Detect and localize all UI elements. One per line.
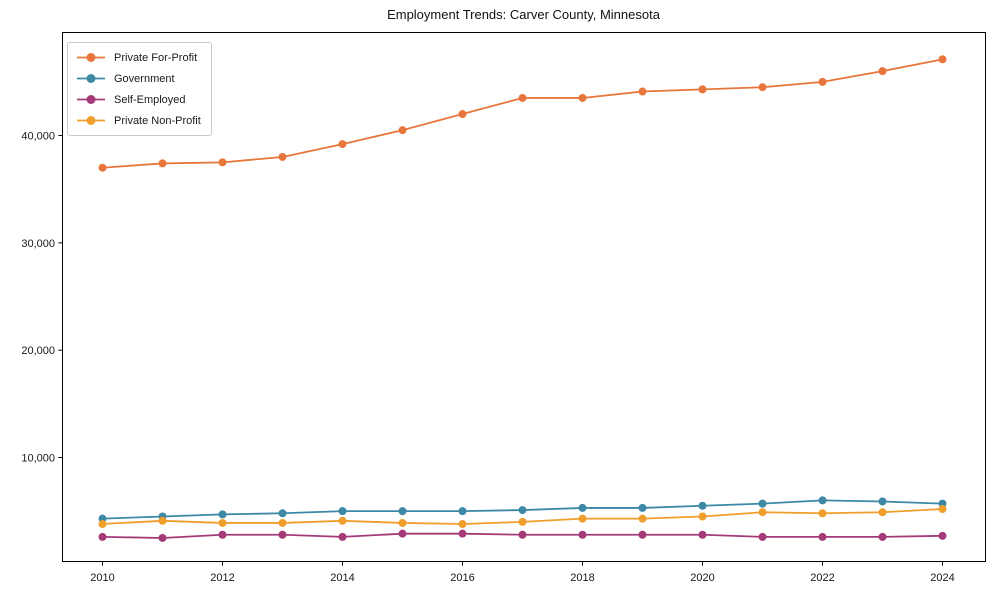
legend-item-private-non-profit: Private Non-Profit xyxy=(76,110,201,131)
data-point xyxy=(518,506,527,515)
data-point xyxy=(518,530,527,539)
legend-item-private-for-profit: Private For-Profit xyxy=(76,47,201,68)
data-point xyxy=(878,497,887,506)
y-tick-label: 30,000 xyxy=(21,238,55,250)
data-point xyxy=(818,532,827,541)
y-axis: 10,000 20,000 30,000 40,000 xyxy=(21,131,63,464)
data-point xyxy=(458,507,467,516)
x-tick-label: 2010 xyxy=(90,572,114,584)
data-point xyxy=(638,503,647,512)
data-point xyxy=(338,532,347,541)
data-point xyxy=(158,516,167,525)
data-point xyxy=(338,507,347,516)
legend-line-marker-icon xyxy=(77,74,105,83)
y-tick-label: 10,000 xyxy=(21,452,55,464)
data-point xyxy=(578,503,587,512)
legend-label: Private For-Profit xyxy=(114,51,198,64)
data-point xyxy=(278,509,287,518)
x-tick-label: 2012 xyxy=(210,572,234,584)
legend-item-self-employed: Self-Employed xyxy=(76,89,201,110)
series-government xyxy=(98,496,947,523)
legend-item-government: Government xyxy=(76,68,201,89)
data-point xyxy=(638,530,647,539)
data-point xyxy=(98,163,107,172)
x-tick-label: 2016 xyxy=(450,572,474,584)
y-tick-label: 20,000 xyxy=(21,345,55,357)
series-self-employed xyxy=(98,529,947,542)
data-point xyxy=(218,530,227,539)
data-point xyxy=(218,158,227,167)
plot-border xyxy=(62,32,986,562)
data-point xyxy=(698,501,707,510)
x-tick-label: 2014 xyxy=(330,572,354,584)
data-point xyxy=(458,110,467,119)
series-private-for-profit xyxy=(98,55,947,172)
x-axis: 2010 2012 2014 2016 2018 2020 2022 2024 xyxy=(90,561,955,584)
x-tick-label: 2022 xyxy=(810,572,834,584)
data-point xyxy=(698,530,707,539)
data-point xyxy=(698,85,707,94)
y-tick-label: 40,000 xyxy=(21,131,55,143)
data-point xyxy=(938,55,947,64)
x-tick-label: 2024 xyxy=(930,572,954,584)
series-line xyxy=(102,58,943,169)
data-point xyxy=(518,517,527,526)
data-point xyxy=(878,67,887,76)
x-tick-label: 2020 xyxy=(690,572,714,584)
data-point xyxy=(278,518,287,527)
data-point xyxy=(758,83,767,92)
data-point xyxy=(878,508,887,517)
data-point xyxy=(398,518,407,527)
data-point xyxy=(458,529,467,538)
data-point xyxy=(938,504,947,513)
data-point xyxy=(818,77,827,86)
data-point xyxy=(578,93,587,102)
legend-label: Government xyxy=(114,72,175,85)
data-point xyxy=(338,516,347,525)
chart-title: Employment Trends: Carver County, Minnes… xyxy=(387,7,660,22)
data-point xyxy=(218,510,227,519)
data-point xyxy=(98,520,107,529)
legend-label: Private Non-Profit xyxy=(114,114,201,127)
data-point xyxy=(578,514,587,523)
data-point xyxy=(818,496,827,505)
legend-line-marker-icon xyxy=(77,116,105,125)
data-point xyxy=(458,520,467,529)
data-point xyxy=(338,140,347,149)
data-point xyxy=(158,159,167,168)
series-private-non-profit xyxy=(98,504,947,529)
legend-line-marker-icon xyxy=(77,53,105,62)
data-point xyxy=(938,531,947,540)
data-point xyxy=(638,514,647,523)
data-point xyxy=(518,93,527,102)
legend: Private For-Profit Government Self-Employe… xyxy=(67,42,212,136)
data-point xyxy=(218,518,227,527)
x-tick-label: 2018 xyxy=(570,572,594,584)
data-point xyxy=(578,530,587,539)
data-point xyxy=(398,126,407,135)
legend-line-marker-icon xyxy=(77,95,105,104)
data-point xyxy=(278,152,287,161)
data-point xyxy=(758,499,767,508)
data-point xyxy=(98,532,107,541)
legend-label: Self-Employed xyxy=(114,93,186,106)
data-point xyxy=(758,508,767,517)
data-point xyxy=(158,533,167,542)
data-point xyxy=(398,529,407,538)
data-point xyxy=(818,509,827,518)
data-point xyxy=(758,532,767,541)
data-point xyxy=(638,87,647,96)
data-point xyxy=(398,507,407,516)
data-point xyxy=(278,530,287,539)
data-point xyxy=(698,512,707,521)
data-point xyxy=(878,532,887,541)
